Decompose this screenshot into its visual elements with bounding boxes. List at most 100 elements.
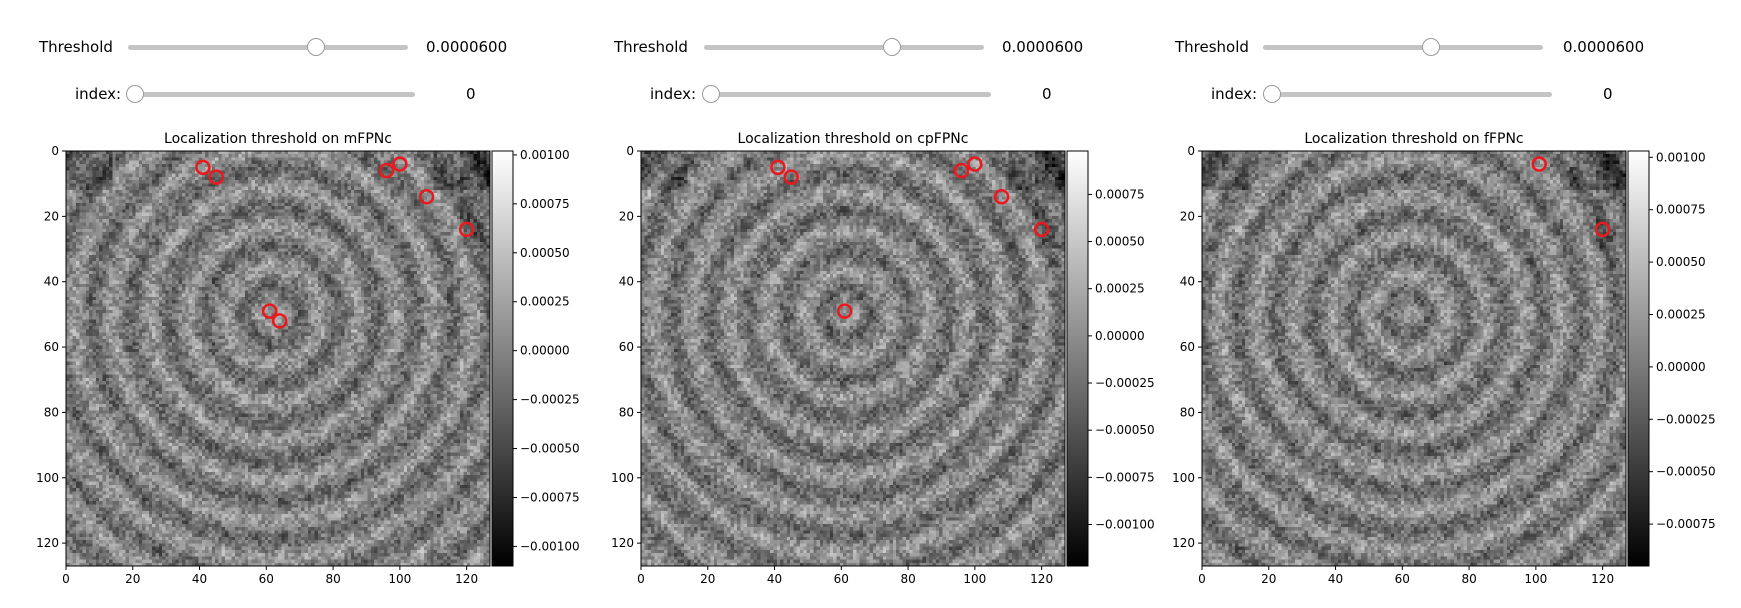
threshold-slider-row: Threshold 0.0000600 bbox=[1155, 32, 1741, 62]
colorbar bbox=[491, 150, 514, 567]
threshold-label: Threshold bbox=[39, 38, 113, 56]
index-value: 0 bbox=[1042, 85, 1052, 103]
chart-title: Localization threshold on mFPNc bbox=[164, 131, 392, 147]
colorbar-tick-label: 0.00100 bbox=[1656, 150, 1706, 164]
index-value: 0 bbox=[1603, 85, 1613, 103]
index-slider-handle[interactable] bbox=[702, 85, 720, 103]
y-tick-label: 60 bbox=[44, 340, 59, 354]
threshold-slider-row: Threshold 0.0000600 bbox=[0, 32, 575, 62]
colorbar-tick-label: −0.00100 bbox=[520, 539, 580, 553]
y-tick-label: 100 bbox=[36, 471, 59, 485]
x-tick-label: 0 bbox=[62, 572, 70, 586]
index-slider-handle[interactable] bbox=[1263, 85, 1281, 103]
threshold-slider-track[interactable] bbox=[704, 45, 984, 50]
x-tick-label: 40 bbox=[1328, 572, 1343, 586]
colorbar-tick-label: −0.00025 bbox=[1656, 412, 1716, 426]
localization-marker bbox=[392, 156, 408, 172]
x-tick-label: 100 bbox=[1524, 572, 1547, 586]
localization-marker bbox=[783, 169, 799, 185]
x-tick-label: 40 bbox=[192, 572, 207, 586]
colorbar-tick-label: −0.00075 bbox=[520, 490, 580, 504]
x-tick-label: 120 bbox=[1591, 572, 1614, 586]
colorbar-tick-label: −0.00025 bbox=[1095, 376, 1155, 390]
localization-marker bbox=[378, 162, 395, 179]
y-tick-label: 100 bbox=[611, 471, 634, 485]
threshold-label: Threshold bbox=[1175, 38, 1249, 56]
threshold-value: 0.0000600 bbox=[1002, 38, 1084, 56]
panel-ffpnc: Threshold 0.0000600 index: 0 Localizatio… bbox=[1155, 0, 1741, 608]
y-tick-label: 40 bbox=[44, 275, 59, 289]
localization-marker bbox=[418, 188, 435, 205]
x-tick-label: 60 bbox=[1395, 572, 1410, 586]
y-tick-label: 100 bbox=[1172, 471, 1195, 485]
localization-marker bbox=[953, 162, 970, 179]
localization-marker bbox=[208, 169, 224, 185]
localization-heatmap-plot: Localization threshold on fFPNc 0 20 40 60 80… bbox=[1172, 131, 1716, 586]
index-value: 0 bbox=[466, 85, 476, 103]
colorbar-tick-label: 0.00000 bbox=[1095, 329, 1145, 343]
index-slider-handle[interactable] bbox=[126, 85, 144, 103]
chart-title: Localization threshold on cpFPNc bbox=[738, 131, 969, 147]
colorbar-tick-label: 0.00000 bbox=[520, 344, 570, 358]
threshold-value: 0.0000600 bbox=[1563, 38, 1645, 56]
localization-marker bbox=[1594, 221, 1611, 238]
colorbar-tick-label: 0.00075 bbox=[1656, 203, 1706, 217]
index-slider-track[interactable] bbox=[135, 92, 415, 97]
colorbar-tick-label: −0.00075 bbox=[1095, 470, 1155, 484]
panel-mfpnc: Threshold 0.0000600 index: 0 Localizatio… bbox=[0, 0, 580, 608]
index-slider-track[interactable] bbox=[711, 92, 991, 97]
plot-frame bbox=[640, 150, 1066, 567]
colorbar-tick-label: −0.00050 bbox=[520, 442, 580, 456]
threshold-slider-track[interactable] bbox=[1263, 45, 1543, 50]
y-tick-label: 80 bbox=[44, 405, 59, 419]
localization-marker bbox=[1531, 156, 1547, 172]
colorbar-tick-label: 0.00050 bbox=[520, 246, 570, 260]
localization-heatmap-plot: Localization threshold on cpFPNc 0 20 40 60 8… bbox=[611, 131, 1155, 586]
localization-marker bbox=[195, 159, 211, 176]
x-tick-label: 120 bbox=[455, 572, 478, 586]
colorbar-tick-label: 0.00025 bbox=[1656, 307, 1706, 321]
index-slider-row: index: 0 bbox=[0, 79, 575, 109]
colorbar-tick-label: 0.00100 bbox=[520, 148, 570, 162]
x-tick-label: 0 bbox=[1198, 572, 1206, 586]
localization-marker bbox=[993, 188, 1010, 205]
threshold-label: Threshold bbox=[614, 38, 688, 56]
panel-cpfpnc: Threshold 0.0000600 index: 0 Localizatio… bbox=[575, 0, 1155, 608]
localization-marker bbox=[836, 303, 853, 319]
y-tick-label: 20 bbox=[44, 209, 59, 223]
y-tick-label: 80 bbox=[619, 405, 634, 419]
x-tick-label: 40 bbox=[767, 572, 782, 586]
heatmap-image bbox=[66, 151, 490, 566]
y-tick-label: 120 bbox=[36, 536, 59, 550]
chart-title: Localization threshold on fFPNc bbox=[1304, 131, 1523, 147]
y-tick-label: 60 bbox=[619, 340, 634, 354]
colorbar-tick-label: −0.00025 bbox=[520, 393, 580, 407]
x-tick-label: 120 bbox=[1030, 572, 1053, 586]
localization-marker bbox=[458, 221, 475, 238]
colorbar-tick-label: −0.00050 bbox=[1095, 423, 1155, 437]
y-tick-label: 40 bbox=[619, 275, 634, 289]
x-tick-label: 20 bbox=[1261, 572, 1276, 586]
threshold-slider-handle[interactable] bbox=[1422, 38, 1440, 56]
y-tick-label: 120 bbox=[1172, 536, 1195, 550]
threshold-value: 0.0000600 bbox=[426, 38, 508, 56]
colorbar-tick-label: 0.00075 bbox=[520, 197, 570, 211]
index-slider-track[interactable] bbox=[1272, 92, 1552, 97]
threshold-slider-track[interactable] bbox=[128, 45, 408, 50]
localization-marker bbox=[1033, 221, 1050, 238]
y-tick-label: 80 bbox=[1180, 405, 1195, 419]
plot-frame bbox=[1201, 150, 1627, 567]
x-tick-label: 80 bbox=[325, 572, 340, 586]
colorbar-tick-label: −0.00100 bbox=[1095, 518, 1155, 532]
threshold-slider-handle[interactable] bbox=[306, 38, 325, 56]
plot-frame bbox=[65, 150, 491, 567]
y-tick-label: 20 bbox=[1180, 209, 1195, 223]
colorbar bbox=[1627, 150, 1650, 567]
colorbar-tick-label: 0.00025 bbox=[520, 295, 570, 309]
x-tick-label: 0 bbox=[637, 572, 645, 586]
threshold-slider-handle[interactable] bbox=[882, 38, 901, 56]
x-tick-label: 20 bbox=[700, 572, 715, 586]
index-slider-row: index: 0 bbox=[1155, 79, 1741, 109]
index-label: index: bbox=[75, 85, 122, 103]
y-tick-label: 0 bbox=[626, 144, 634, 158]
